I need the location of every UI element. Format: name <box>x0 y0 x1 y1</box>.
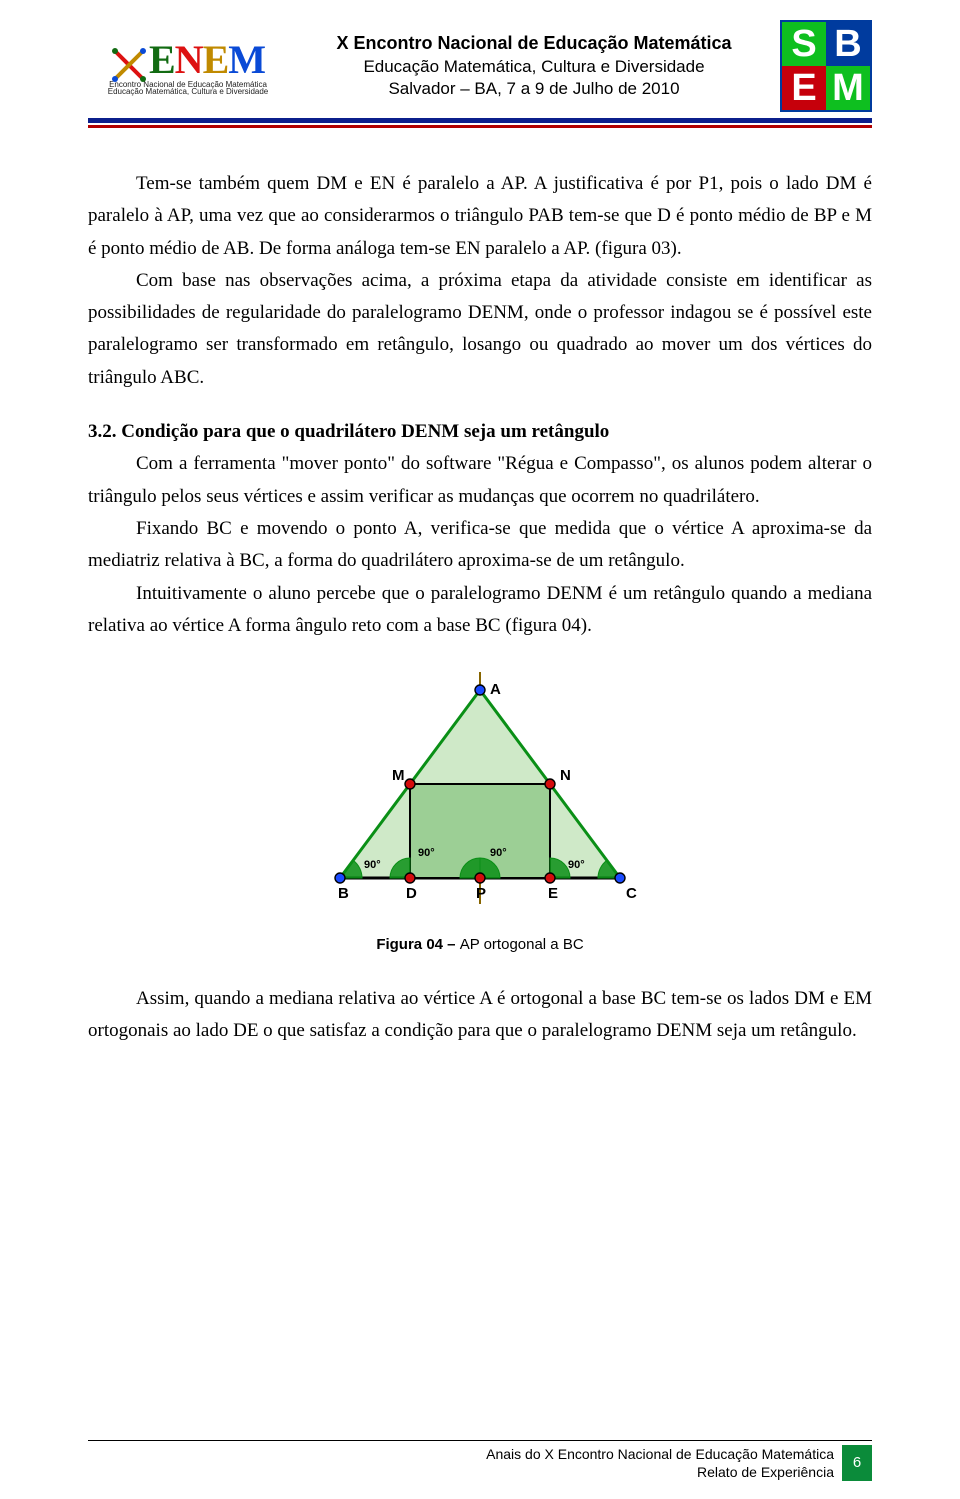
header-rule <box>88 118 872 128</box>
sbem-B: B <box>826 22 870 66</box>
svg-text:C: C <box>626 885 637 902</box>
paragraph-2: Com base nas observações acima, a próxim… <box>88 265 872 394</box>
svg-text:P: P <box>476 885 486 902</box>
content: Tem-se também quem DM e EN é paralelo a … <box>88 168 872 1048</box>
header-line1: X Encontro Nacional de Educação Matemáti… <box>298 32 770 55</box>
page-footer: Anais do X Encontro Nacional de Educação… <box>88 1440 872 1481</box>
header-line2: Educação Matemática, Cultura e Diversida… <box>298 56 770 78</box>
figure-04-caption-text: AP ortogonal a BC <box>460 936 584 953</box>
svg-text:A: A <box>490 681 501 698</box>
footer-line1: Anais do X Encontro Nacional de Educação… <box>486 1445 834 1463</box>
enem-x-icon <box>111 47 147 83</box>
enem-E2: E <box>203 36 229 83</box>
svg-text:90°: 90° <box>490 847 507 859</box>
enem-subtitle2: Educação Matemática, Cultura e Diversida… <box>108 88 269 96</box>
figure-04: 90° 90° 90° 90° A B C M N D E P Figura 04 – AP orto… <box>88 668 872 953</box>
enem-M: M <box>228 36 265 83</box>
footer-page-number: 6 <box>842 1445 872 1481</box>
header-title-block: X Encontro Nacional de Educação Matemáti… <box>298 32 770 100</box>
enem-logo: E N E M Encontro Nacional de Educação Ma… <box>88 36 288 96</box>
enem-letters: E N E M <box>149 36 265 83</box>
svg-text:90°: 90° <box>364 859 381 871</box>
paragraph-1: Tem-se também quem DM e EN é paralelo a … <box>88 168 872 265</box>
svg-text:90°: 90° <box>568 859 585 871</box>
svg-text:D: D <box>406 885 417 902</box>
heading-3-2: 3.2. Condição para que o quadrilátero DE… <box>88 416 872 448</box>
sbem-logo: S B E M <box>780 20 872 112</box>
paragraph-6: Assim, quando a mediana relativa ao vért… <box>88 983 872 1048</box>
svg-text:B: B <box>338 885 349 902</box>
paragraph-4: Fixando BC e movendo o ponto A, verifica… <box>88 513 872 578</box>
svg-text:90°: 90° <box>418 847 435 859</box>
figure-04-caption-bold: Figura 04 – <box>376 936 459 953</box>
footer-line2: Relato de Experiência <box>486 1463 834 1481</box>
svg-text:M: M <box>392 767 405 784</box>
paragraph-5: Intuitivamente o aluno percebe que o par… <box>88 578 872 643</box>
page-header: E N E M Encontro Nacional de Educação Ma… <box>88 20 872 112</box>
paragraph-3: Com a ferramenta "mover ponto" do softwa… <box>88 448 872 513</box>
svg-text:E: E <box>548 885 558 902</box>
figure-04-caption: Figura 04 – AP ortogonal a BC <box>376 936 583 953</box>
figure-04-svg: 90° 90° 90° 90° A B C M N D E P <box>320 668 640 928</box>
sbem-M: M <box>826 66 870 110</box>
enem-E1: E <box>149 36 175 83</box>
header-line3: Salvador – BA, 7 a 9 de Julho de 2010 <box>298 78 770 100</box>
sbem-E: E <box>782 66 826 110</box>
svg-text:N: N <box>560 767 571 784</box>
enem-N: N <box>175 36 203 83</box>
sbem-S: S <box>782 22 826 66</box>
